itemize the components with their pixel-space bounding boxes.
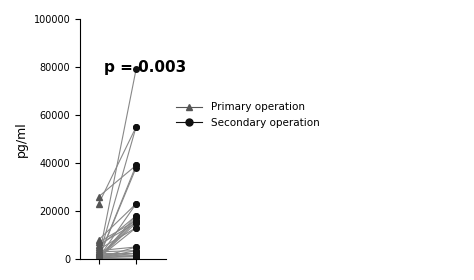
Y-axis label: pg/ml: pg/ml: [15, 121, 28, 157]
Legend: Primary operation, Secondary operation: Primary operation, Secondary operation: [172, 98, 323, 132]
Text: p = 0.003: p = 0.003: [104, 60, 186, 75]
